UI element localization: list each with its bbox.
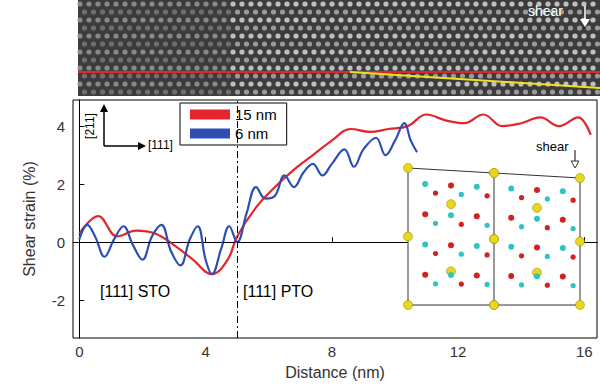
svg-text:shear: shear	[528, 3, 563, 19]
svg-text:6 nm: 6 nm	[235, 125, 268, 142]
svg-text:16: 16	[576, 343, 593, 360]
svg-text:4: 4	[201, 343, 209, 360]
svg-text:15 nm: 15 nm	[235, 106, 277, 123]
svg-text:-2: -2	[52, 292, 65, 309]
svg-text:0: 0	[75, 343, 83, 360]
svg-text:0: 0	[57, 234, 65, 251]
svg-text:8: 8	[328, 343, 336, 360]
svg-text:shear: shear	[536, 139, 569, 154]
svg-text:[111] STO: [111] STO	[100, 283, 170, 300]
svg-text:2: 2	[57, 176, 65, 193]
svg-text:[211]: [211]	[83, 113, 97, 139]
svg-text:Shear strain (%): Shear strain (%)	[21, 161, 38, 277]
svg-text:Distance (nm): Distance (nm)	[285, 364, 385, 381]
svg-text:[111]: [111]	[148, 138, 173, 152]
svg-text:12: 12	[450, 343, 467, 360]
svg-text:[111] PTO: [111] PTO	[243, 283, 313, 300]
svg-text:4: 4	[57, 118, 65, 135]
